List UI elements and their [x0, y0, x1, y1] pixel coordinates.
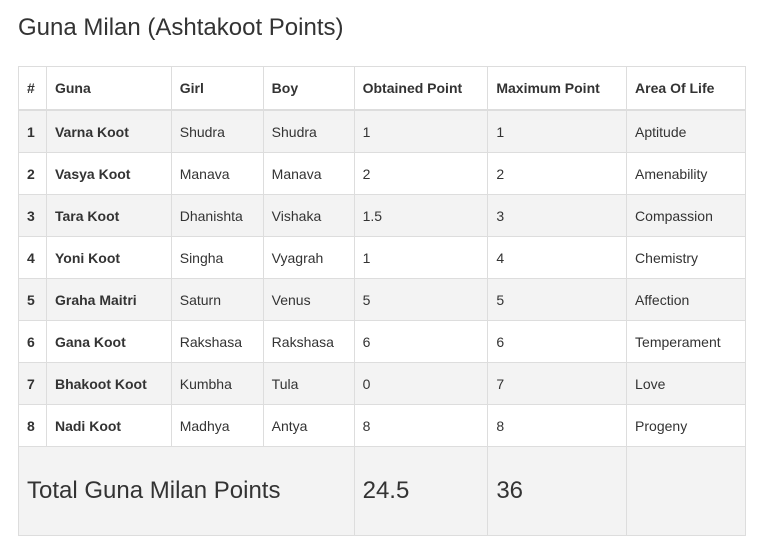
table-row: 8 Nadi Koot Madhya Antya 8 8 Progeny [18, 404, 746, 447]
row-boy: Antya [262, 404, 355, 447]
row-guna: Vasya Koot [45, 152, 172, 195]
row-obtained-point: 2 [353, 152, 489, 195]
table-row: 7 Bhakoot Koot Kumbha Tula 0 7 Love [18, 362, 746, 405]
row-boy: Shudra [262, 109, 355, 153]
row-girl: Dhanishta [170, 194, 264, 237]
row-maximum-point: 6 [487, 320, 628, 363]
row-maximum-point: 5 [487, 278, 628, 321]
row-area-of-life: Amenability [626, 152, 746, 195]
row-number: 8 [18, 404, 47, 447]
row-obtained-point: 5 [353, 278, 489, 321]
table-row: 2 Vasya Koot Manava Manava 2 2 Amenabili… [18, 152, 746, 195]
row-girl: Saturn [170, 278, 264, 321]
row-area-of-life: Aptitude [626, 109, 746, 153]
table-row: 6 Gana Koot Rakshasa Rakshasa 6 6 Temper… [18, 320, 746, 363]
row-guna: Graha Maitri [45, 278, 172, 321]
total-maximum-point: 36 [487, 446, 628, 536]
header-area-of-life: Area Of Life [626, 66, 746, 111]
row-boy: Vishaka [262, 194, 355, 237]
row-guna: Nadi Koot [45, 404, 172, 447]
row-girl: Rakshasa [170, 320, 264, 363]
row-maximum-point: 2 [487, 152, 628, 195]
row-girl: Shudra [170, 109, 264, 153]
row-obtained-point: 1.5 [353, 194, 489, 237]
row-number: 2 [18, 152, 47, 195]
row-area-of-life: Temperament [626, 320, 746, 363]
row-maximum-point: 1 [487, 109, 628, 153]
row-obtained-point: 1 [353, 236, 489, 279]
row-number: 4 [18, 236, 47, 279]
row-area-of-life: Chemistry [626, 236, 746, 279]
row-obtained-point: 0 [353, 362, 489, 405]
table-row: 1 Varna Koot Shudra Shudra 1 1 Aptitude [18, 109, 746, 153]
row-number: 3 [18, 194, 47, 237]
row-boy: Manava [262, 152, 355, 195]
row-girl: Madhya [170, 404, 264, 447]
row-guna: Yoni Koot [45, 236, 172, 279]
table-row: 5 Graha Maitri Saturn Venus 5 5 Affectio… [18, 278, 746, 321]
row-girl: Singha [170, 236, 264, 279]
row-maximum-point: 4 [487, 236, 628, 279]
table-header-row: # Guna Girl Boy Obtained Point Maximum P… [18, 66, 746, 111]
row-guna: Gana Koot [45, 320, 172, 363]
row-boy: Rakshasa [262, 320, 355, 363]
total-obtained-point: 24.5 [353, 446, 489, 536]
row-area-of-life: Love [626, 362, 746, 405]
row-boy: Venus [262, 278, 355, 321]
row-guna: Tara Koot [45, 194, 172, 237]
header-boy: Boy [262, 66, 355, 111]
row-maximum-point: 3 [487, 194, 628, 237]
row-area-of-life: Progeny [626, 404, 746, 447]
row-number: 5 [18, 278, 47, 321]
header-girl: Girl [170, 66, 264, 111]
row-girl: Manava [170, 152, 264, 195]
table-row: 4 Yoni Koot Singha Vyagrah 1 4 Chemistry [18, 236, 746, 279]
header-guna: Guna [45, 66, 172, 111]
page-title: Guna Milan (Ashtakoot Points) [18, 14, 344, 41]
row-number: 7 [18, 362, 47, 405]
total-row: Total Guna Milan Points 24.5 36 [18, 446, 746, 536]
row-area-of-life: Compassion [626, 194, 746, 237]
row-maximum-point: 7 [487, 362, 628, 405]
total-label: Total Guna Milan Points [18, 446, 355, 536]
header-maximum-point: Maximum Point [487, 66, 628, 111]
row-maximum-point: 8 [487, 404, 628, 447]
row-area-of-life: Affection [626, 278, 746, 321]
guna-milan-table: # Guna Girl Boy Obtained Point Maximum P… [18, 66, 746, 536]
row-boy: Vyagrah [262, 236, 355, 279]
row-obtained-point: 1 [353, 109, 489, 153]
total-empty-cell [626, 446, 746, 536]
table-row: 3 Tara Koot Dhanishta Vishaka 1.5 3 Comp… [18, 194, 746, 237]
row-obtained-point: 8 [353, 404, 489, 447]
row-obtained-point: 6 [353, 320, 489, 363]
row-number: 1 [18, 109, 47, 153]
header-obtained-point: Obtained Point [353, 66, 489, 111]
row-girl: Kumbha [170, 362, 264, 405]
row-guna: Bhakoot Koot [45, 362, 172, 405]
row-guna: Varna Koot [45, 109, 172, 153]
header-number: # [18, 66, 47, 111]
row-number: 6 [18, 320, 47, 363]
row-boy: Tula [262, 362, 355, 405]
